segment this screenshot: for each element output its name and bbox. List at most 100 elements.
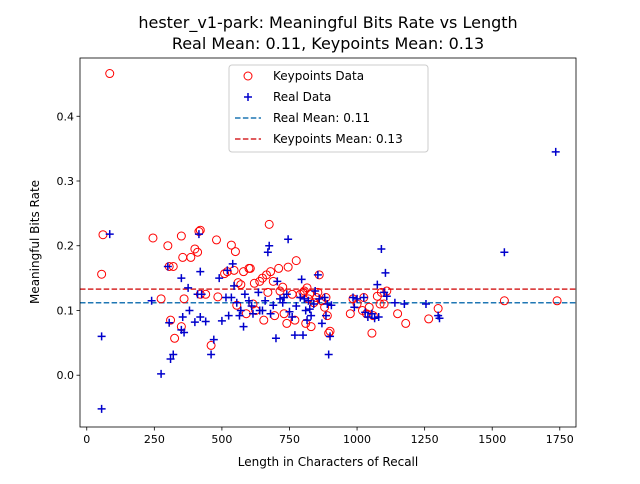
keypoints-point [499,296,509,306]
real-point [254,288,263,297]
real-point [390,298,399,307]
real-point [298,331,307,340]
keypoints-point [236,280,246,290]
keypoints-point [176,231,186,241]
y-tick-label: 0.3 [57,175,75,188]
real-point [317,319,326,328]
y-axis-label: Meaningful Bits Rate [28,180,42,304]
keypoints-point [263,287,273,297]
real-point [374,312,383,321]
keypoints-point [290,315,300,325]
legend-label: Keypoints Data [273,69,364,83]
real-point [326,332,335,341]
real-point [248,309,257,318]
real-point [373,280,382,289]
keypoints-point [190,244,200,254]
keypoints-point [368,311,378,321]
real-point [285,307,294,316]
keypoints-point [245,263,255,273]
real-point [551,147,560,156]
real-point [382,292,391,301]
keypoints-point [230,247,240,257]
keypoints-point [375,299,385,309]
y-tick-label: 0.2 [57,240,75,253]
keypoints-point [279,309,289,319]
keypoints-point [283,262,293,272]
real-point [271,334,280,343]
real-point [180,328,189,337]
legend-real-marker [244,93,252,101]
real-point [321,311,330,320]
keypoints-point [206,340,216,350]
legend-label: Keypoints Mean: 0.13 [273,132,403,146]
keypoints-point [213,292,223,302]
real-point [304,296,313,305]
legend-keypoints-marker [243,71,253,81]
real-point [185,306,194,315]
y-tick-label: 0.4 [57,110,75,123]
real-point [305,305,314,314]
real-point [209,335,218,344]
real-point [421,300,430,308]
chart-subtitle: Real Mean: 0.11, Keypoints Mean: 0.13 [172,34,484,53]
real-point [303,316,312,325]
real-point [301,306,310,315]
axes: 0 250 500 750 1000 1250 1500 1750 0.0 0.1 0.2 0.3 0.… [57,57,577,446]
real-point [197,290,206,299]
real-point [381,268,390,277]
real-point [201,317,210,326]
keypoints-point [379,299,389,309]
real-point [236,306,245,315]
real-point [215,274,224,283]
real-point [190,318,199,327]
keypoints-point [291,256,301,266]
keypoints-point [320,302,330,312]
real-point [370,314,379,323]
real-point [266,309,275,318]
legend-box [228,64,429,153]
real-point [349,293,358,302]
keypoints-point [249,278,259,288]
keypoints-point [424,314,434,324]
real-point [309,300,318,308]
real-point [227,293,236,302]
real-point [207,350,216,359]
real-point [105,230,114,239]
real-point [350,303,359,312]
keypoints-point [266,267,276,277]
real-point [232,298,241,307]
keypoints-point [255,276,265,286]
real-point [311,287,320,296]
x-tick-label: 1500 [478,433,506,446]
keypoints-point [282,318,292,328]
real-point [292,301,301,310]
real-point [273,277,282,286]
real-point [184,283,193,292]
real-point [228,259,237,268]
keypoints-point [364,302,374,312]
x-tick-label: 250 [144,433,165,446]
real-point [157,369,166,378]
x-tick-label: 500 [211,433,232,446]
keypoints-point [274,263,284,273]
keypoints-point [312,293,322,303]
real-point [244,296,253,305]
plot-area [80,69,576,413]
real-point [178,312,187,321]
real-point [247,301,256,310]
keypoints-point [393,309,403,319]
x-tick-label: 1750 [546,433,574,446]
real-point [239,322,248,331]
real-point [196,312,205,321]
real-point [288,312,297,321]
keypoints-point [345,309,355,319]
y-tick-label: 0.1 [57,304,75,317]
keypoints-point [156,294,166,304]
real-point [169,350,178,359]
keypoints-point [166,315,176,325]
real-point [240,290,249,299]
real-point [97,404,106,413]
real-point [278,298,287,307]
real-point [323,300,332,308]
